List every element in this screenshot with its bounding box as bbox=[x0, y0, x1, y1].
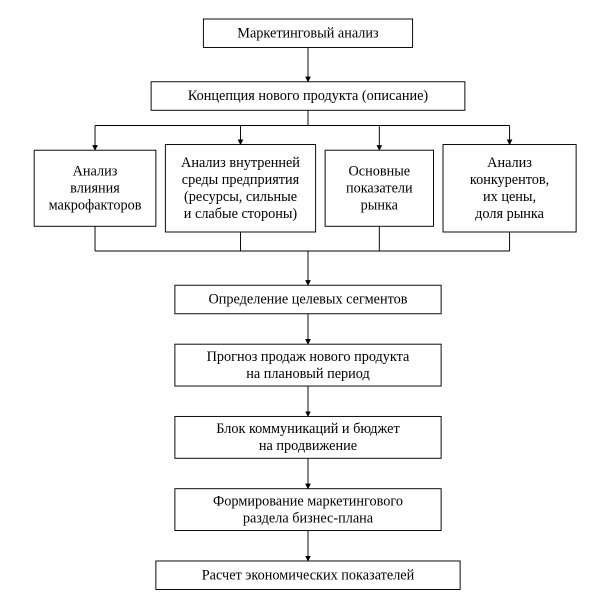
node-n6-line-3: доля рынка bbox=[475, 206, 544, 222]
node-n4-line-1: среды предприятия bbox=[182, 172, 300, 188]
node-n3-line-0: Анализ bbox=[73, 163, 118, 179]
node-n3-line-1: влияния bbox=[70, 180, 120, 196]
node-n5: Основныепоказатели рынка bbox=[325, 150, 433, 226]
node-n4-line-2: (ресурсы, сильные bbox=[184, 189, 297, 205]
node-n11-line-0: Расчет экономических показателей bbox=[202, 567, 415, 583]
node-n6-line-1: конкурентов, bbox=[470, 172, 549, 188]
node-n3-line-2: макрофакторов bbox=[49, 198, 142, 214]
node-n1: Маркетинговый анализ bbox=[203, 19, 412, 48]
node-n11: Расчет экономических показателей bbox=[156, 561, 460, 590]
node-n8: Прогноз продаж нового продуктана плановы… bbox=[175, 344, 441, 386]
node-n10: Формирование маркетинговогораздела бизне… bbox=[175, 489, 441, 531]
node-n6-line-0: Анализ bbox=[487, 155, 532, 171]
node-n7: Определение целевых сегментов bbox=[175, 285, 441, 314]
node-n7-line-0: Определение целевых сегментов bbox=[208, 292, 407, 308]
node-n6: Анализконкурентов,их цены,доля рынка bbox=[443, 145, 576, 232]
node-n10-line-1: раздела бизнес-плана bbox=[243, 510, 374, 526]
node-n8-line-0: Прогноз продаж нового продукта bbox=[207, 349, 410, 365]
node-n4: Анализ внутреннейсреды предприятия(ресур… bbox=[165, 145, 315, 232]
node-n6-line-2: их цены, bbox=[483, 189, 536, 205]
node-n4-line-0: Анализ внутренней bbox=[181, 155, 300, 171]
node-n9: Блок коммуникаций и бюджетна продвижение bbox=[175, 416, 441, 458]
node-n3: Анализвлияния макрофакторов bbox=[34, 150, 156, 226]
node-n5-line-2: рынка bbox=[361, 198, 399, 214]
node-n2: Концепция нового продукта (описание) bbox=[151, 82, 465, 111]
node-n5-line-0: Основные bbox=[348, 163, 410, 179]
node-n10-line-0: Формирование маркетингового bbox=[213, 493, 403, 509]
node-n8-line-1: на плановый период bbox=[246, 366, 369, 382]
node-n9-line-0: Блок коммуникаций и бюджет bbox=[216, 421, 400, 437]
node-n4-line-3: и слабые стороны) bbox=[184, 206, 298, 222]
node-n2-line-0: Концепция нового продукта (описание) bbox=[188, 88, 429, 104]
node-n1-line-0: Маркетинговый анализ bbox=[237, 25, 379, 41]
flowchart-canvas: Маркетинговый анализ Концепция нового про… bbox=[0, 0, 616, 599]
node-n5-line-1: показатели bbox=[346, 180, 413, 196]
node-n9-line-1: на продвижение bbox=[259, 438, 357, 454]
